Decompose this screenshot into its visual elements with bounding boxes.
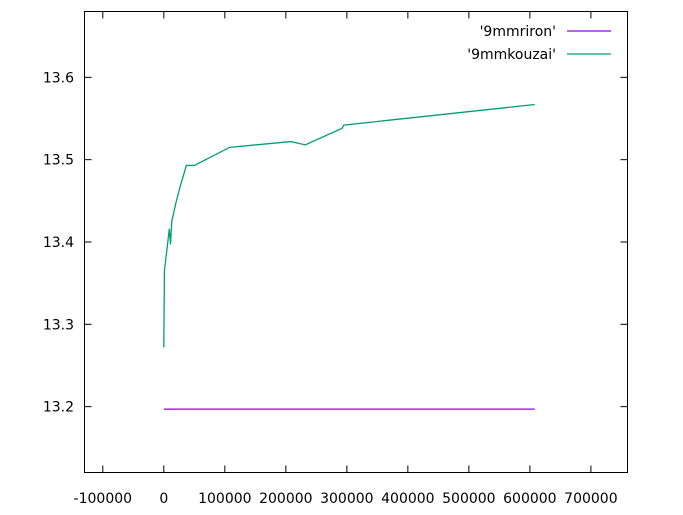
x-tick-label: 100000	[198, 491, 251, 507]
legend-label-1: '9mmkouzai'	[467, 47, 556, 63]
x-tick-label: 0	[159, 491, 168, 507]
x-tick-label: 200000	[259, 491, 312, 507]
x-tick-label: 600000	[503, 491, 556, 507]
y-tick-label: 13.3	[43, 317, 74, 333]
y-tick-label: 13.4	[43, 235, 74, 251]
series-layer	[163, 103, 535, 410]
x-tick-label: 300000	[320, 491, 373, 507]
y-tick-label: 13.6	[43, 70, 74, 86]
axis-ticks: -100000 0 100000 200000 300000 400000 500000 60…	[43, 11, 628, 507]
x-tick-label: 700000	[564, 491, 617, 507]
y-tick-label: 13.5	[43, 153, 74, 169]
legend: '9mmriron' '9mmkouzai'	[467, 24, 611, 63]
plot-frame	[84, 11, 628, 473]
x-tick-label: -100000	[74, 491, 133, 507]
x-tick-label: 500000	[442, 491, 495, 507]
legend-label-0: '9mmriron'	[480, 24, 556, 40]
x-tick-label: 400000	[381, 491, 434, 507]
y-tick-label: 13.2	[43, 400, 74, 416]
series-line-1	[163, 103, 535, 348]
